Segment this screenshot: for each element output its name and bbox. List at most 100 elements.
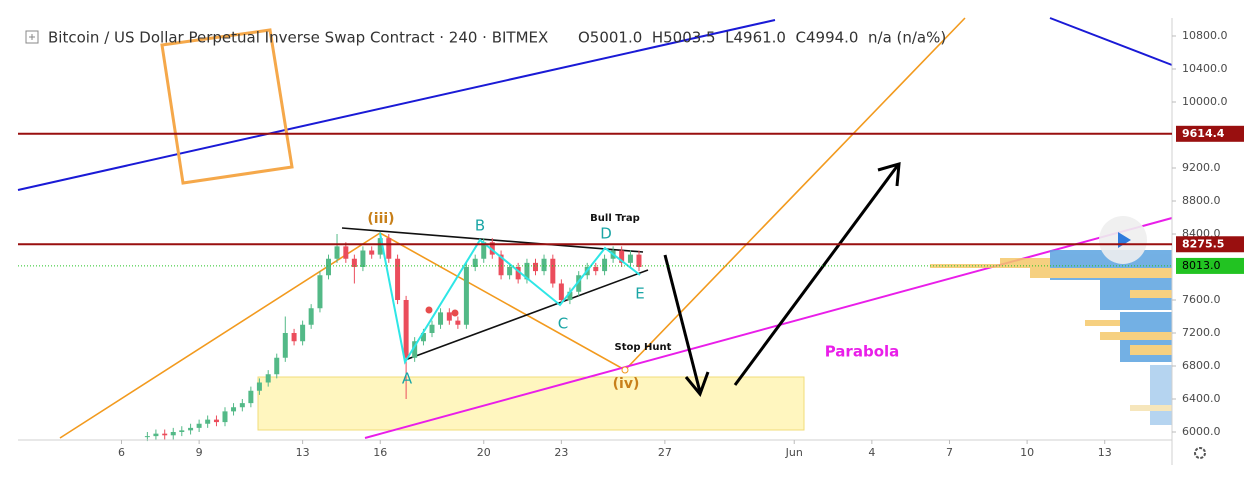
candle-body	[593, 266, 599, 272]
x-tick-label: 10	[1020, 446, 1034, 459]
arrow-head	[877, 161, 901, 187]
candle-body	[317, 275, 323, 309]
parabola-line	[364, 217, 1173, 439]
candle-body	[222, 411, 228, 423]
last-price-tag	[1176, 257, 1244, 274]
point	[451, 309, 459, 317]
candle-body	[334, 246, 340, 259]
candle-body	[205, 419, 211, 424]
candle-body	[239, 403, 245, 408]
settings-button[interactable]	[1194, 447, 1206, 459]
candle-body	[489, 242, 495, 255]
candle-body	[282, 332, 288, 358]
candle-body	[274, 357, 280, 375]
zone	[257, 376, 805, 431]
candle-body	[412, 341, 418, 358]
x-tick-label: 6	[118, 446, 125, 459]
arrow-head	[684, 371, 710, 397]
annotation: Parabola	[825, 343, 900, 361]
candle-body	[351, 258, 357, 267]
trend-line	[1049, 17, 1173, 66]
trend-line	[17, 19, 776, 191]
y-tick-label: 10400.0	[1182, 62, 1228, 75]
y-tick-label: 10800.0	[1182, 29, 1228, 42]
annotation: (iv)	[613, 376, 640, 392]
x-tick-label: 20	[477, 446, 491, 459]
y-tick-label: 6800.0	[1182, 359, 1221, 372]
candle-body	[179, 430, 185, 432]
chart-title: Bitcoin / US Dollar Perpetual Inverse Sw…	[48, 29, 548, 47]
annotation: A	[402, 370, 413, 388]
annotation: Bull Trap	[590, 213, 640, 224]
annotation: Stop Hunt	[615, 342, 672, 353]
x-tick-label: 23	[554, 446, 568, 459]
candle-body	[188, 427, 194, 431]
x-tick-label: 7	[946, 446, 953, 459]
x-tick-label: Jun	[785, 446, 803, 459]
candle-body	[627, 254, 633, 263]
candle-body	[567, 291, 573, 300]
y-tick-label: 6000.0	[1182, 425, 1221, 438]
level-label: 9614.4	[1182, 127, 1225, 140]
arrow	[733, 164, 900, 386]
level-tag	[1176, 236, 1244, 253]
triangle-line	[404, 269, 649, 361]
candle-body	[558, 283, 564, 300]
collapse-icon[interactable]	[25, 30, 39, 44]
y-tick-label: 10000.0	[1182, 95, 1228, 108]
candle-body	[481, 242, 487, 259]
candle-body	[541, 258, 547, 272]
candle-body	[576, 275, 582, 292]
box-drawing	[160, 28, 294, 185]
candle-body	[291, 332, 297, 342]
wave-line	[379, 232, 641, 365]
candle-body	[386, 238, 392, 259]
arrow	[663, 254, 702, 393]
candle-body	[429, 324, 435, 333]
y-tick-label: 7200.0	[1182, 326, 1221, 339]
last-price-label: 8013.0	[1182, 259, 1221, 272]
candle-body	[438, 312, 444, 325]
candle-body	[162, 433, 168, 436]
candle-body	[300, 324, 306, 342]
candle-body	[446, 312, 452, 321]
level-label: 8275.5	[1182, 237, 1224, 250]
x-tick-label: 13	[1098, 446, 1112, 459]
candle-body	[636, 254, 642, 267]
candle-body	[256, 382, 262, 391]
candle-body	[403, 299, 409, 358]
candle-body	[463, 266, 469, 325]
candle-body	[369, 250, 375, 255]
candle-body	[377, 238, 383, 255]
candle-body	[550, 258, 556, 284]
level-tag	[1176, 125, 1244, 142]
candle-body	[360, 250, 366, 267]
y-tick-label: 6400.0	[1182, 392, 1221, 405]
candles	[144, 232, 642, 442]
x-tick-label: 16	[373, 446, 387, 459]
candle-body	[144, 436, 150, 438]
candle-body	[308, 308, 314, 325]
annotation: B	[475, 217, 485, 235]
candle-body	[170, 431, 176, 436]
candle-body	[455, 320, 461, 325]
candle-body	[213, 419, 219, 423]
candle-body	[395, 258, 401, 300]
candle-body	[507, 266, 513, 276]
x-tick-label: 27	[658, 446, 672, 459]
point	[621, 366, 629, 374]
candle-body	[343, 246, 349, 259]
candle-body	[196, 423, 202, 428]
candle-body	[619, 250, 625, 263]
x-tick-label: 13	[296, 446, 310, 459]
annotation: C	[558, 315, 568, 333]
x-tick-label: 4	[868, 446, 875, 459]
candle-body	[153, 433, 159, 437]
candle-body	[325, 258, 331, 276]
candle-body	[265, 374, 271, 383]
candle-body	[420, 332, 426, 342]
candle-body	[532, 262, 538, 272]
candle-body	[498, 254, 504, 276]
